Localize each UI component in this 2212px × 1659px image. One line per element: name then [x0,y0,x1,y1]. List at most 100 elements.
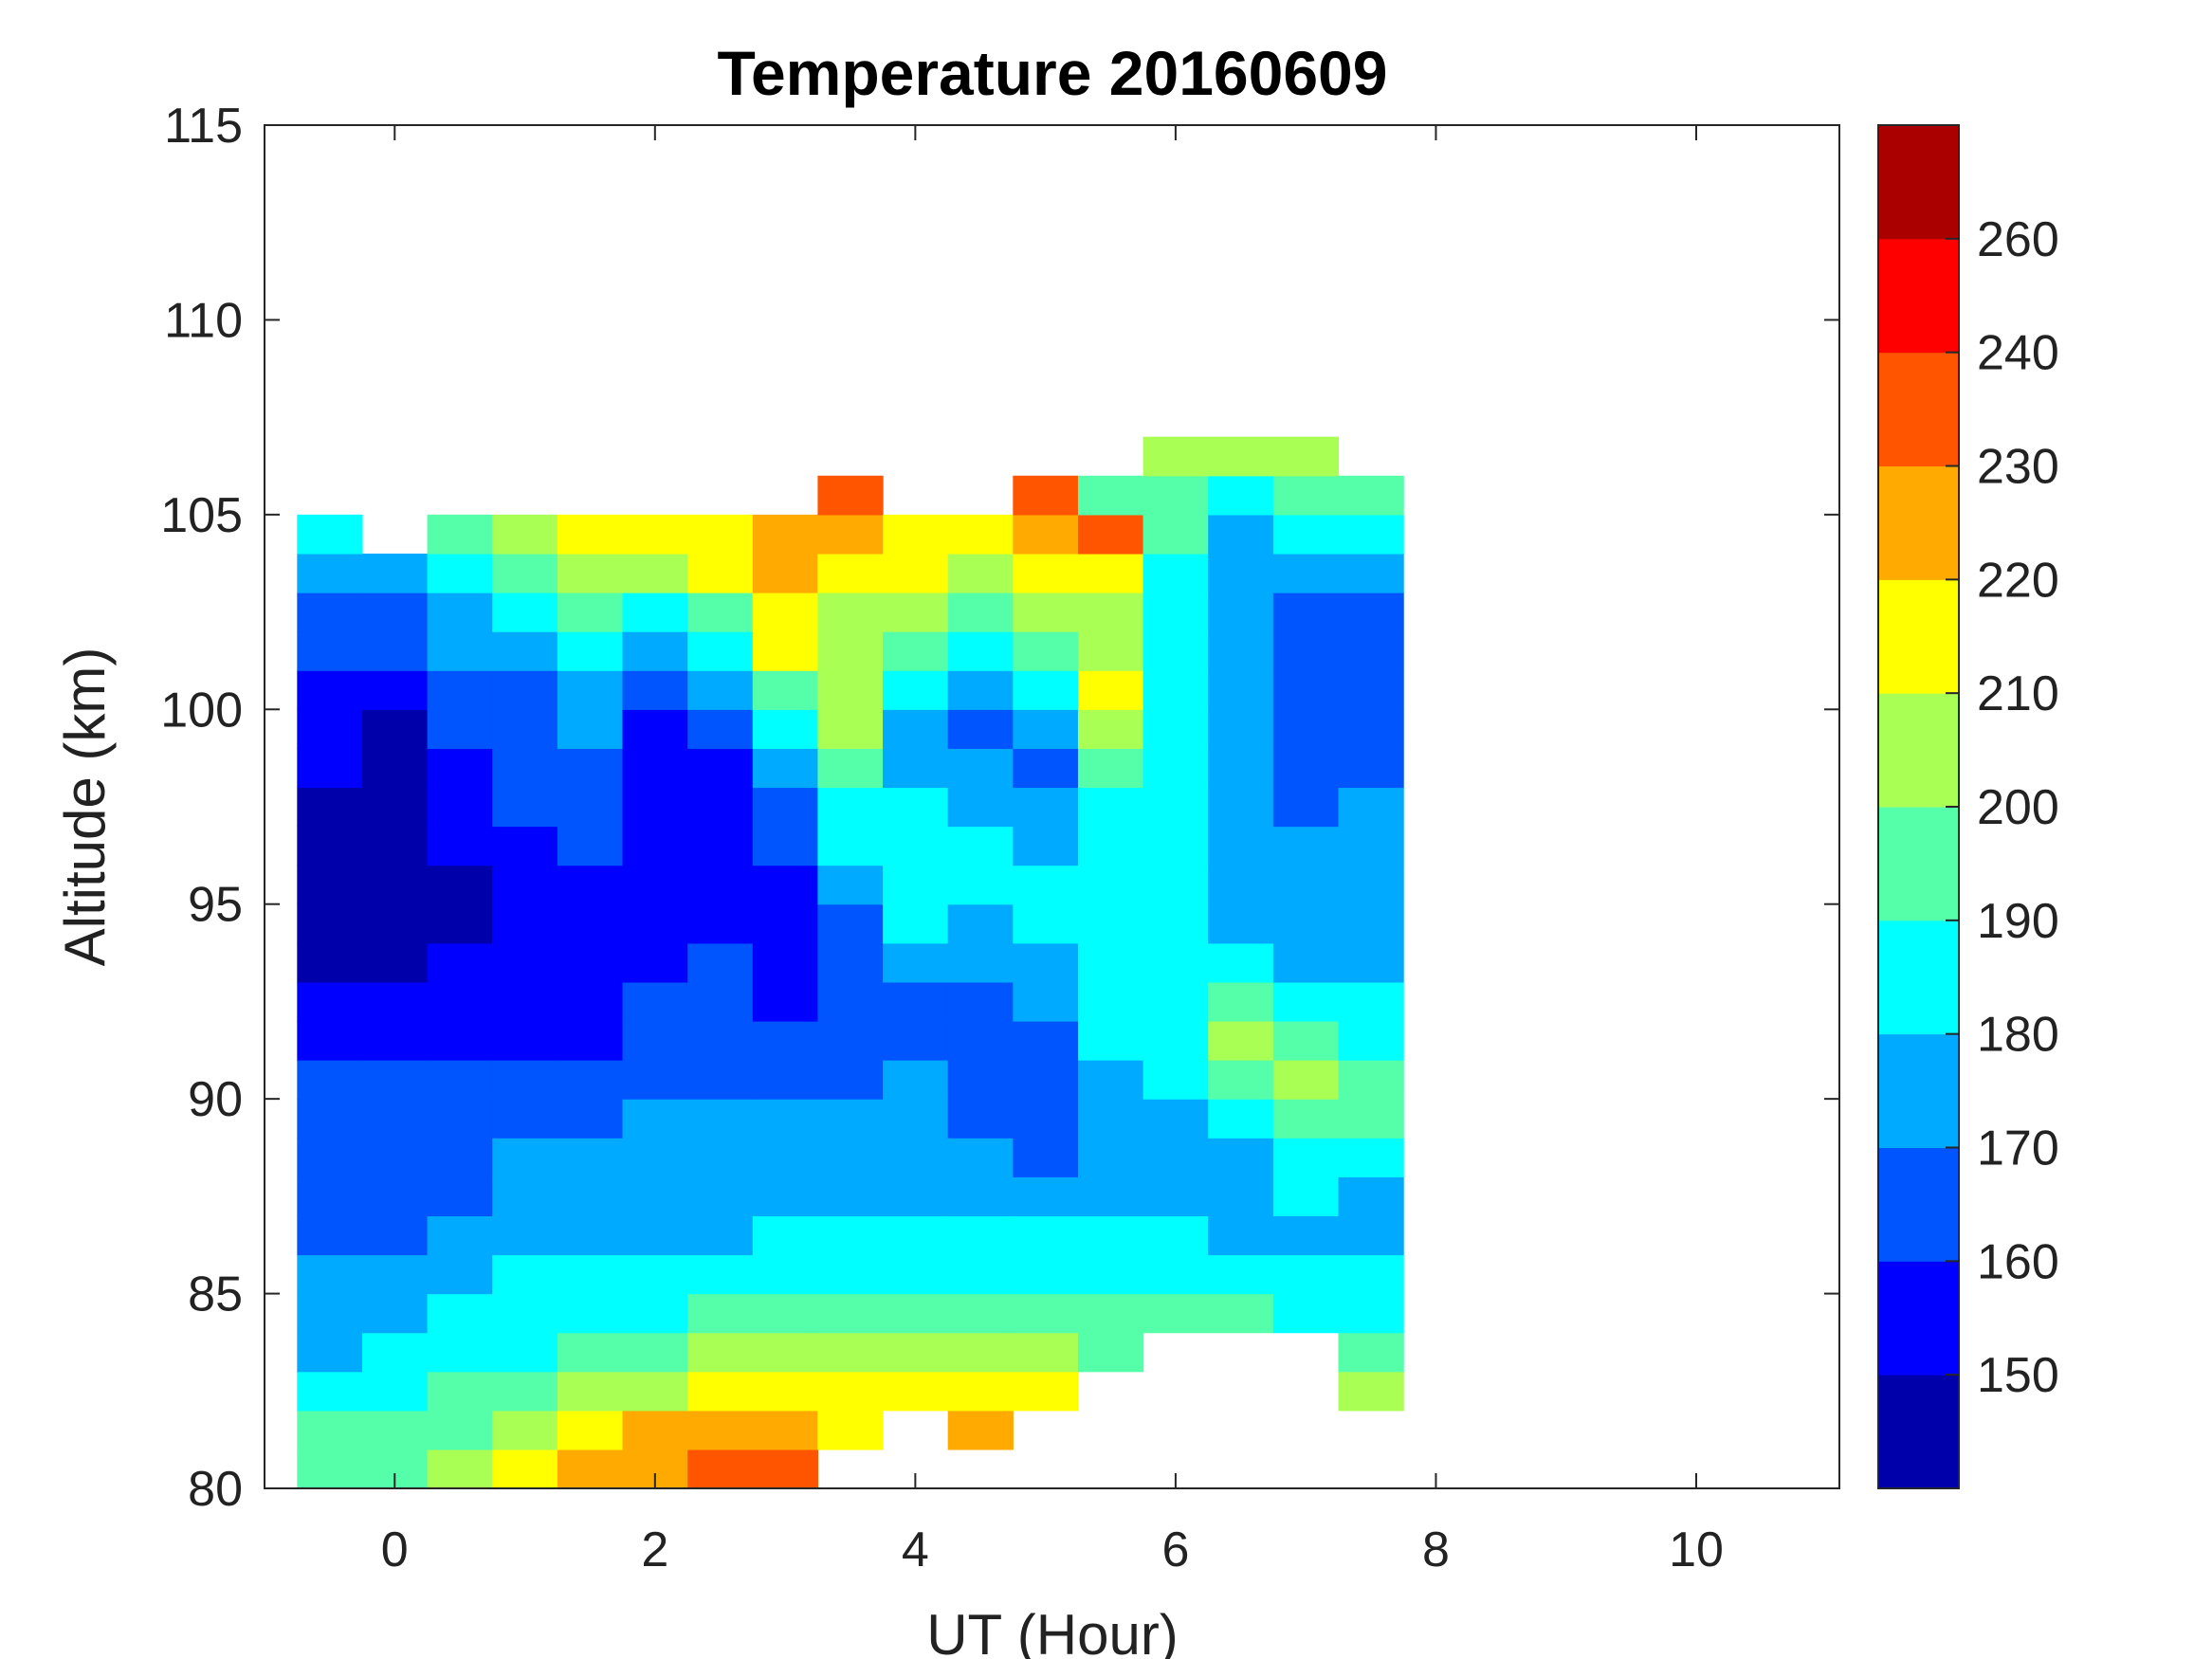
contour-cell [557,709,624,749]
colorbar-tick-label: 260 [1977,212,2059,267]
contour-cell [297,553,363,593]
contour-cell [1338,1215,1404,1256]
colorbar-tick-label: 190 [1977,894,2059,949]
x-tick-label: 2 [641,1522,668,1577]
contour-cell [1013,1176,1079,1216]
y-axis-label: Altitude (km) [53,647,117,967]
contour-cell [1208,709,1274,749]
contour-cell [1077,942,1144,983]
contour-cell [361,903,429,944]
contour-cell [557,903,624,944]
contour-cell [1272,1020,1340,1061]
contour-cell [1272,709,1340,749]
contour-cell [687,748,754,789]
contour-cell [1338,903,1404,944]
contour-cell [883,981,949,1022]
contour-cell [427,1176,493,1216]
contour-cell [1077,1293,1144,1334]
contour-cell [427,748,493,789]
contour-cell [1013,553,1079,593]
contour-cell [427,826,493,866]
contour-cell [361,1332,429,1373]
contour-cell [1013,670,1079,710]
contour-cell [883,787,949,828]
contour-cell [817,475,884,516]
colorbar-band [1878,920,1959,1035]
y-tick-label: 90 [188,1072,243,1127]
contour-cell [1013,748,1079,789]
contour-cell [1077,1099,1144,1139]
contour-cell [297,592,363,632]
colorbar-tick-label: 170 [1977,1121,2059,1176]
contour-cell [1143,514,1209,555]
contour-cell [752,592,819,632]
contour-cell [1013,787,1079,828]
contour-cell [883,631,949,671]
contour-cell [297,1371,363,1412]
contour-cell [297,1138,363,1177]
contour-cell [1272,1176,1340,1216]
contour-cell [752,1293,819,1334]
colorbar-band [1878,579,1959,694]
contour-cell [687,865,754,905]
contour-cell [883,709,949,749]
contour-cell [1077,1138,1144,1177]
contour-cell [492,1138,558,1177]
contour-cell [492,670,558,710]
contour-cell [752,1371,819,1412]
contour-cell [883,1020,949,1061]
x-tick-label: 8 [1422,1522,1450,1577]
contour-cell [622,865,688,905]
contour-cell [361,1215,429,1256]
contour-cell [297,1293,363,1334]
contour-cell [492,592,558,632]
contour-cell [1143,1215,1209,1256]
colorbar-tick-labels: 260 240 230 220 210 200 190 180 170 160 150 [1977,212,2059,1403]
contour-cell [1013,1138,1079,1177]
contour-cell [1143,748,1209,789]
contour-cell [297,1060,363,1100]
y-tick-label: 100 [160,683,243,738]
contour-cell [1143,826,1209,866]
contour-cell [622,1060,688,1100]
contour-cell [492,826,558,866]
colorbar-band [1878,807,1959,921]
contour-cell [1143,670,1209,710]
contour-cell [622,942,688,983]
contour-cell [883,1060,949,1100]
contour-cell [752,1332,819,1373]
contour-cell [883,514,949,555]
contour-cell [947,553,1014,593]
contour-cell [1338,670,1404,710]
contour-cell [492,1254,558,1295]
contour-cell [1272,592,1340,632]
contour-cell [1208,903,1274,944]
contour-cell [687,1138,754,1177]
colorbar-band [1878,1147,1959,1262]
contour-cell [687,1020,754,1061]
contour-cell [752,865,819,905]
contour-cell [361,1060,429,1100]
contour-cell [297,514,363,555]
contour-cell [752,553,819,593]
contour-cell [817,1332,884,1373]
contour-cell [947,787,1014,828]
contour-cell [1013,514,1079,555]
contour-cell [427,1254,493,1295]
contour-cell [1208,1060,1274,1100]
contour-cell [947,514,1014,555]
contour-cell [947,670,1014,710]
x-tick-labels: 0 2 4 6 8 10 [381,1522,1724,1577]
contour-cell [361,1099,429,1139]
contour-cell [622,826,688,866]
contour-cell [492,1332,558,1373]
contour-cell [883,1138,949,1177]
y-tick-label: 85 [188,1267,243,1322]
contour-cell [1338,1254,1404,1295]
contour-cell [687,1371,754,1412]
contour-cell [427,942,493,983]
contour-cell [361,1020,429,1061]
colorbar-band [1878,238,1959,354]
contour-cell [883,1371,949,1412]
contour-cell [1338,748,1404,789]
